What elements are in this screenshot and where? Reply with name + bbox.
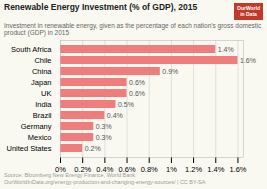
html-text:Investment in renewable energy: Investment in renewable energy, given as… — [4, 21, 262, 37]
svg-text:0.3%: 0.3% — [96, 123, 112, 130]
html-text:Renewable Energy Investment (%: Renewable Energy Investment (% of GDP), … — [4, 2, 198, 12]
svg-text:0%: 0% — [55, 165, 66, 172]
svg-text:India: India — [35, 100, 52, 109]
svg-text:0.6%: 0.6% — [129, 90, 145, 97]
html-text:in Data: in Data — [240, 11, 257, 18]
svg-text:1.2%: 1.2% — [185, 165, 202, 172]
svg-text:0.8%: 0.8% — [141, 165, 158, 172]
svg-text:0.6%: 0.6% — [118, 165, 135, 172]
svg-text:0.2%: 0.2% — [74, 165, 91, 172]
html-text:OurWorld: OurWorld — [237, 5, 260, 11]
svg-text:1.6%: 1.6% — [240, 57, 256, 64]
svg-text:0.9%: 0.9% — [162, 68, 178, 75]
html-text:OurWorldInData.org/energy-prod: OurWorldInData.org/energy-production-and… — [4, 179, 206, 185]
svg-text:Japan: Japan — [31, 78, 51, 87]
svg-text:1.6%: 1.6% — [229, 165, 246, 172]
svg-text:China: China — [32, 67, 52, 76]
svg-text:Germany: Germany — [21, 122, 52, 131]
svg-text:Brazil: Brazil — [33, 111, 52, 120]
svg-text:0.5%: 0.5% — [118, 101, 134, 108]
svg-text:Chile: Chile — [34, 56, 51, 65]
svg-text:United States: United States — [6, 144, 51, 153]
html-text:Source: Bloomberg New Energy F: Source: Bloomberg New Energy Finance, Wo… — [4, 172, 135, 179]
svg-text:0.4%: 0.4% — [96, 165, 113, 172]
svg-text:1%: 1% — [166, 165, 177, 172]
svg-text:1.4%: 1.4% — [207, 165, 224, 172]
svg-text:0.2%: 0.2% — [85, 145, 101, 152]
svg-text:Mexico: Mexico — [28, 133, 52, 142]
svg-text:0.4%: 0.4% — [107, 112, 123, 119]
svg-text:0.6%: 0.6% — [129, 79, 145, 86]
svg-text:UK: UK — [41, 89, 51, 98]
svg-text:South Africa: South Africa — [11, 45, 52, 54]
svg-text:1.4%: 1.4% — [218, 46, 234, 53]
svg-text:0.3%: 0.3% — [96, 134, 112, 141]
